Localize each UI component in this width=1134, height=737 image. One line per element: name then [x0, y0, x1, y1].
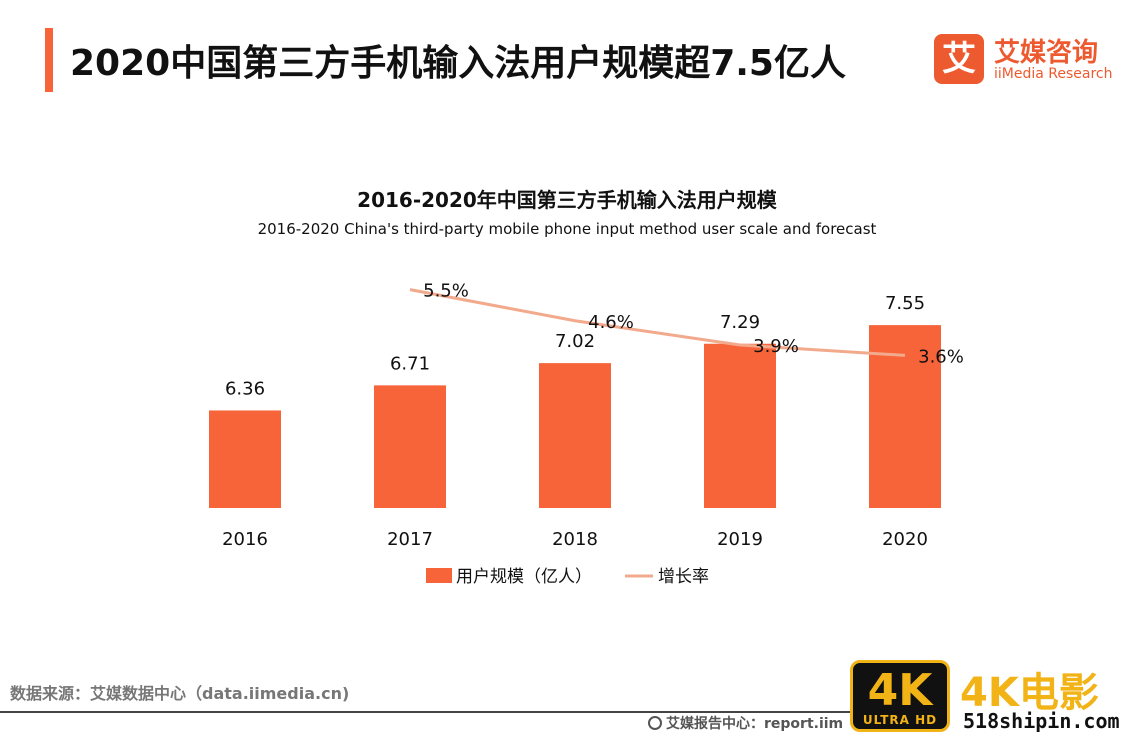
- bar-2020: [869, 325, 941, 508]
- chart-title: 2016-2020年中国第三方手机输入法用户规模: [357, 188, 777, 212]
- bar-value-label-2018: 7.02: [555, 331, 595, 352]
- watermark-text: 4K电影: [960, 670, 1099, 716]
- iimedia-logo: 艾 艾媒咨询 iiMedia Research: [934, 30, 1114, 86]
- bar-2018: [539, 363, 611, 508]
- report-center-text: 艾媒报告中心：report.iim: [666, 716, 844, 732]
- growth-rate-line: [409, 288, 906, 357]
- data-source: 数据来源：艾媒数据中心（data.iimedia.cn): [10, 684, 350, 703]
- bar-2019: [704, 343, 776, 508]
- watermark-badge-4k: 4K: [867, 665, 933, 716]
- page-title: 2020中国第三方手机输入法用户规模超7.5亿人: [70, 43, 846, 84]
- legend-swatch-user-scale: [426, 568, 452, 583]
- growth-rate-label-2019: 3.9%: [753, 336, 799, 357]
- title-accent-bar: [45, 28, 53, 92]
- watermark-badge: 4K ULTRA HD: [850, 660, 950, 732]
- growth-rate-label-2018: 4.6%: [588, 312, 634, 333]
- bar-value-label-2016: 6.36: [225, 378, 265, 399]
- x-tick-label-2018: 2018: [552, 529, 598, 550]
- x-tick-label-2016: 2016: [222, 529, 268, 550]
- bar-value-label-2019: 7.29: [720, 312, 760, 333]
- growth-rate-label-2017: 5.5%: [423, 281, 469, 302]
- report-center: 艾媒报告中心：report.iim: [648, 713, 843, 733]
- watermark-badge-ultra: ULTRA HD: [862, 713, 938, 727]
- growth-rate-label-2020: 3.6%: [918, 346, 964, 367]
- logo-name-cn: 艾媒咨询: [994, 38, 1099, 68]
- x-tick-label-2017: 2017: [387, 529, 433, 550]
- logo-name-en: iiMedia Research: [994, 66, 1113, 82]
- legend-label-user-scale: 用户规模（亿人）: [456, 567, 592, 587]
- watermark-url: 518shipin.com: [963, 709, 1120, 733]
- chart-subtitle: 2016-2020 China's third-party mobile pho…: [257, 220, 877, 238]
- globe-icon: [648, 716, 662, 730]
- logo-mark: 艾: [934, 34, 984, 84]
- bar-2017: [374, 385, 446, 508]
- footer-divider: [0, 711, 850, 713]
- bar-2016: [209, 410, 281, 508]
- bar-value-label-2017: 6.71: [390, 353, 430, 374]
- x-tick-label-2020: 2020: [882, 529, 928, 550]
- x-tick-label-2019: 2019: [717, 529, 763, 550]
- legend-label-growth-rate: 增长率: [658, 567, 709, 587]
- bar-value-label-2020: 7.55: [885, 293, 925, 314]
